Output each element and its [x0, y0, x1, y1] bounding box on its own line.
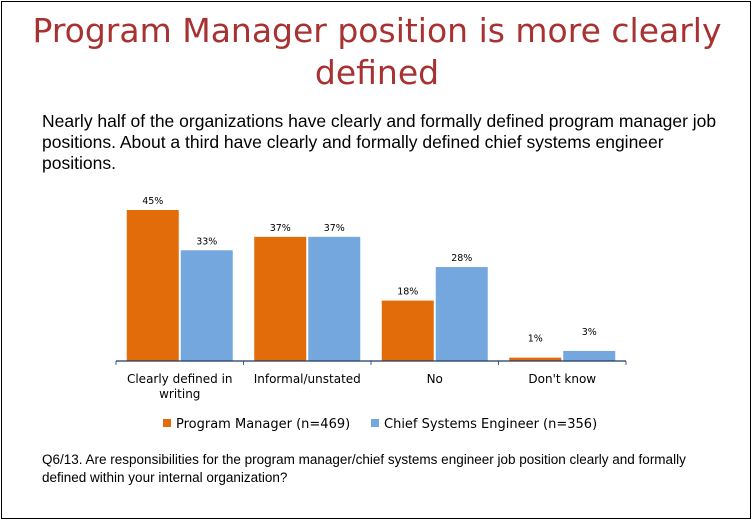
legend-label: Program Manager (n=469)	[176, 417, 350, 432]
bar-chief-systems-engineer	[180, 250, 233, 361]
data-label: 1%	[528, 334, 543, 345]
category-label: No	[427, 372, 443, 386]
survey-question: Q6/13. Are responsibilities for the prog…	[42, 452, 686, 485]
category-label: Informal/unstated	[254, 372, 361, 386]
slide-subtitle: Nearly half of the organizations have cl…	[42, 111, 717, 173]
slide-title: Program Manager position is more clearly…	[32, 11, 722, 92]
data-label: 37%	[270, 223, 291, 234]
bar-chief-systems-engineer	[563, 350, 616, 361]
data-label: 3%	[582, 327, 597, 338]
category-label: Clearly defined in	[127, 372, 233, 386]
legend-label: Chief Systems Engineer (n=356)	[384, 417, 597, 432]
bar-chief-systems-engineer	[308, 236, 361, 361]
data-label: 33%	[196, 236, 217, 247]
bar-program-manager	[126, 210, 179, 361]
bar-program-manager	[509, 357, 562, 361]
legend-swatch	[371, 419, 379, 427]
bar-program-manager	[254, 236, 307, 361]
category-label: writing	[159, 387, 200, 401]
data-label: 18%	[397, 287, 418, 298]
bar-chief-systems-engineer	[435, 267, 488, 361]
data-label: 45%	[142, 196, 163, 207]
category-label: Don't know	[528, 372, 596, 386]
data-label: 28%	[451, 253, 472, 264]
bar-program-manager	[381, 300, 434, 361]
legend-swatch	[163, 419, 171, 427]
data-label: 37%	[324, 223, 345, 234]
